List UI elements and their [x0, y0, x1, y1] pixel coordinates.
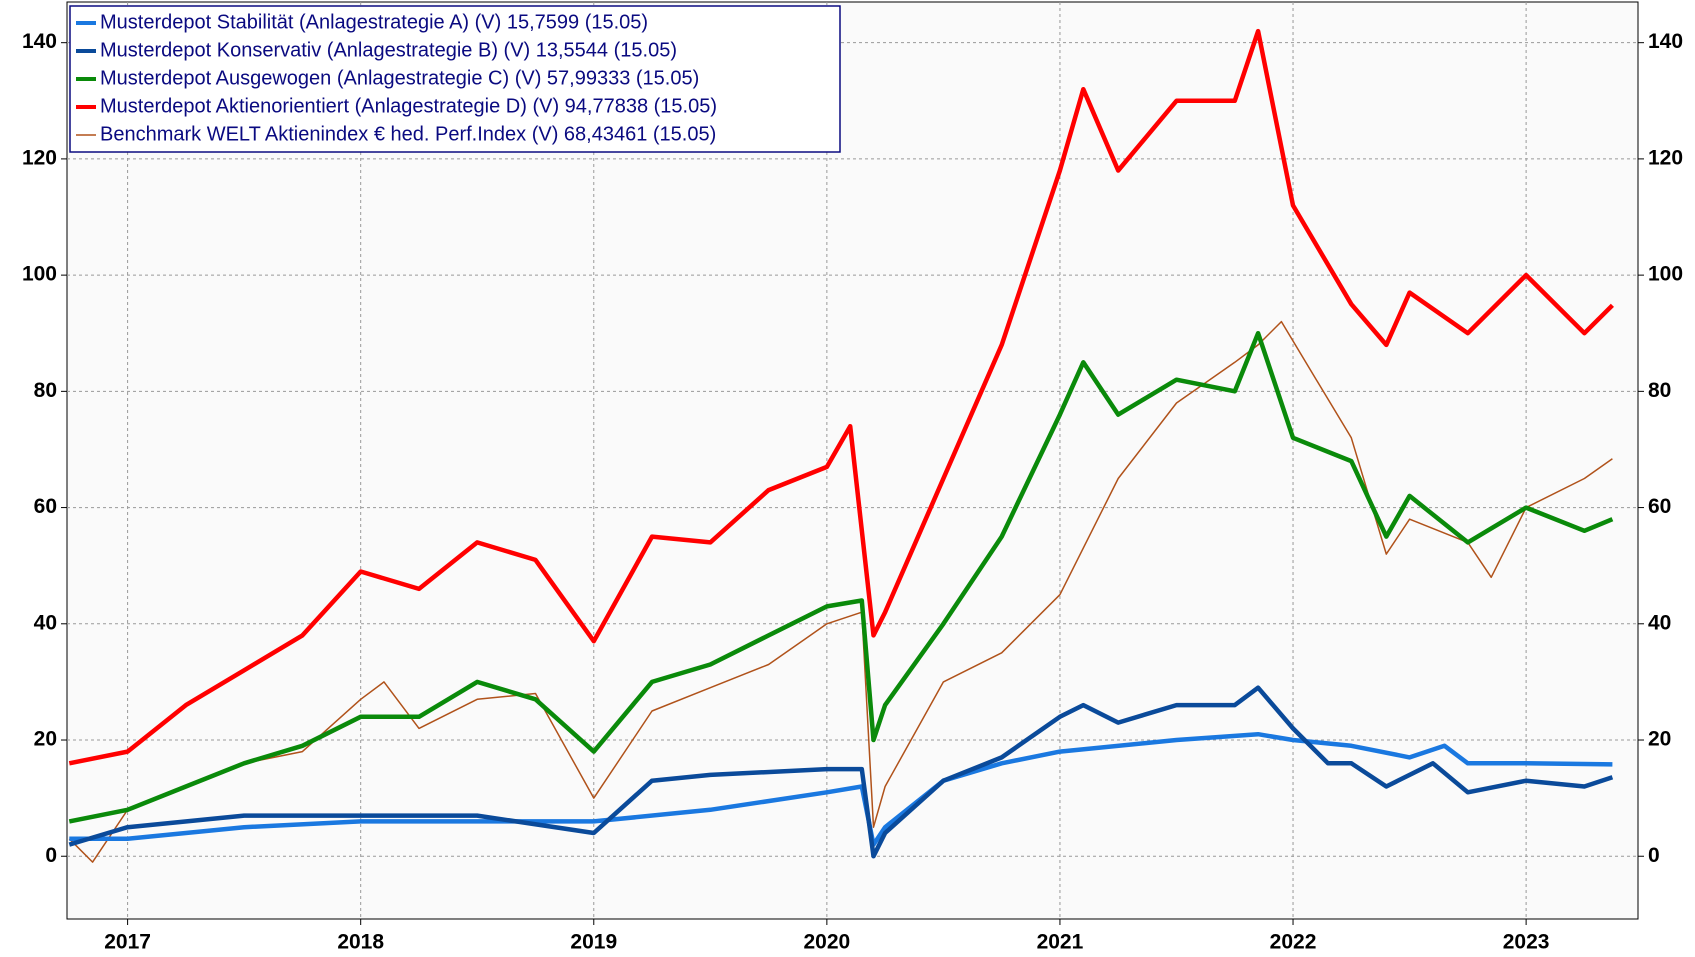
y-tick-label: 140	[22, 30, 57, 53]
y-tick-label: 40	[34, 611, 57, 634]
y-tick-label: 120	[22, 146, 57, 169]
y-tick-label: 100	[22, 263, 57, 286]
x-tick-label: 2017	[104, 931, 151, 954]
y2-tick-label: 120	[1648, 146, 1683, 169]
x-tick-label: 2021	[1037, 931, 1084, 954]
legend-label: Benchmark WELT Aktienindex € hed. Perf.I…	[100, 123, 716, 145]
legend-label: Musterdepot Stabilität (Anlagestrategie …	[100, 11, 648, 33]
y2-tick-label: 100	[1648, 263, 1683, 286]
series-line	[68, 330, 1614, 824]
y2-tick-label: 80	[1648, 379, 1671, 402]
y-tick-label: 20	[34, 728, 57, 751]
y2-tick-label: 60	[1648, 495, 1671, 518]
legend-box	[69, 5, 841, 153]
legend: Musterdepot Stabilität (Anlagestrategie …	[69, 5, 841, 153]
y2-tick-label: 20	[1648, 728, 1671, 751]
legend-label: Musterdepot Ausgewogen (Anlagestrategie …	[100, 67, 699, 89]
y-tick-label: 60	[34, 495, 57, 518]
y2-tick-label: 40	[1648, 611, 1671, 634]
legend-label: Musterdepot Aktienorientiert (Anlagestra…	[100, 95, 717, 117]
x-tick-label: 2018	[337, 931, 384, 954]
legend-label: Musterdepot Konservativ (Anlagestrategie…	[100, 39, 677, 61]
y-tick-label: 80	[34, 379, 57, 402]
series-line	[68, 320, 1613, 863]
x-tick-label: 2022	[1270, 931, 1317, 954]
y2-tick-label: 0	[1648, 844, 1660, 867]
x-tick-label: 2023	[1503, 931, 1550, 954]
series-line	[68, 28, 1614, 766]
x-tick-label: 2019	[570, 931, 617, 954]
series-line	[68, 685, 1614, 859]
y-tick-label: 0	[45, 844, 57, 867]
y2-tick-label: 140	[1648, 30, 1683, 53]
x-tick-label: 2020	[804, 931, 851, 954]
